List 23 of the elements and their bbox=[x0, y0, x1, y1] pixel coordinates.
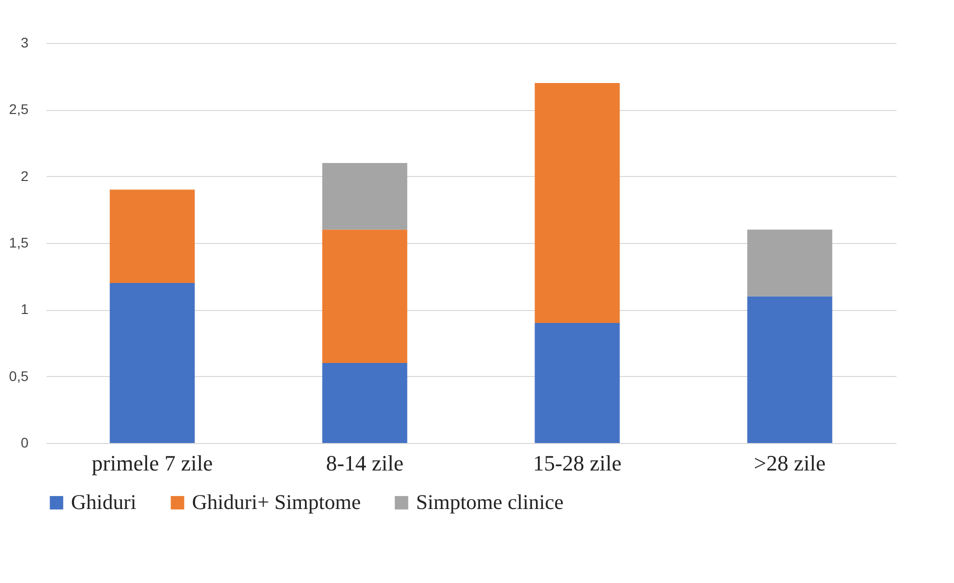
bar bbox=[322, 230, 408, 363]
bar bbox=[534, 323, 620, 443]
bar bbox=[534, 83, 620, 323]
x-tick-label: 15-28 zile bbox=[532, 450, 622, 476]
y-tick-label: 1 bbox=[20, 301, 29, 318]
bar bbox=[747, 230, 832, 296]
bar bbox=[322, 363, 408, 443]
y-tick-label: 2,5 bbox=[9, 101, 29, 118]
y-tick-label: 0 bbox=[20, 434, 29, 450]
bar bbox=[110, 283, 195, 443]
bar bbox=[110, 190, 195, 283]
legend-label: Ghiduri bbox=[71, 490, 136, 514]
legend-label: Ghiduri+ Simptome bbox=[192, 490, 361, 514]
legend-label: Simptome clinice bbox=[416, 490, 564, 514]
y-tick-label: 3 bbox=[20, 34, 29, 50]
y-tick-label: 0,5 bbox=[9, 368, 29, 384]
x-tick-label: 8-14 zile bbox=[326, 450, 404, 476]
y-tick-label: 1,5 bbox=[9, 234, 29, 250]
y-tick-label: 2 bbox=[20, 168, 29, 184]
x-tick-label: >28 zile bbox=[754, 450, 826, 476]
x-tick-label: primele 7 zile bbox=[92, 450, 213, 476]
bar bbox=[747, 296, 832, 443]
bar bbox=[322, 163, 408, 230]
